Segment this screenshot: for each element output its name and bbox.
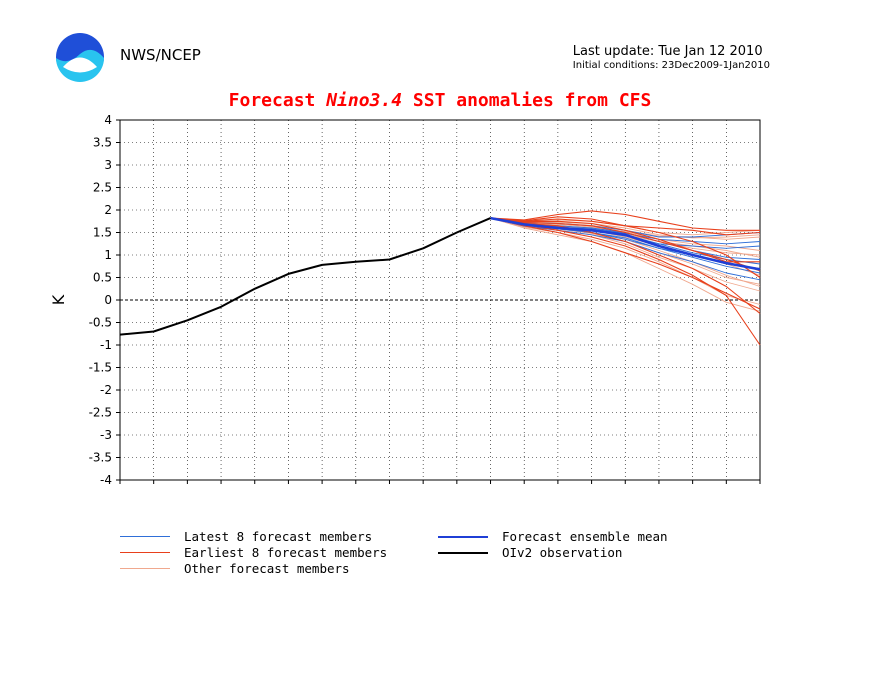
y-tick-label: 2.5 bbox=[93, 181, 112, 195]
noaa-logo-icon bbox=[56, 33, 104, 82]
legend-label: Forecast ensemble mean bbox=[502, 529, 668, 544]
legend-label: Other forecast members bbox=[184, 561, 350, 576]
y-tick-label: 0.5 bbox=[93, 271, 112, 285]
initial-conditions-text: Initial conditions: 23Dec2009-1Jan2010 bbox=[572, 60, 770, 71]
legend-label: OIv2 observation bbox=[502, 545, 623, 560]
update-info: Last update: Tue Jan 12 2010 Initial con… bbox=[573, 44, 770, 71]
earliest-member-line bbox=[490, 217, 761, 314]
last-update-text: Last update: Tue Jan 12 2010 bbox=[572, 44, 763, 59]
earliest-member-line bbox=[490, 216, 761, 236]
observation-line bbox=[119, 217, 491, 336]
legend-swatch bbox=[438, 535, 488, 538]
legend-label: Earliest 8 forecast members bbox=[184, 545, 388, 560]
legend-entry: Other forecast members bbox=[120, 561, 350, 576]
y-tick-label: -3 bbox=[100, 428, 112, 442]
y-tick-label: 3 bbox=[104, 158, 112, 172]
legend-swatch bbox=[120, 536, 170, 537]
y-tick-label: -4 bbox=[100, 473, 112, 487]
y-tick-label: 1.5 bbox=[93, 226, 112, 240]
org-label: NWS/NCEP bbox=[120, 46, 201, 64]
chart-title-prefix: Forecast bbox=[228, 90, 327, 111]
legend-entry: OIv2 observation bbox=[438, 545, 622, 560]
chart-title-italic: Nino3.4 bbox=[326, 90, 403, 111]
y-tick-label: 1 bbox=[104, 248, 112, 262]
legend-entry: Earliest 8 forecast members bbox=[120, 545, 387, 560]
y-tick-label: -1 bbox=[100, 338, 112, 352]
legend-swatch bbox=[120, 568, 170, 569]
chart-title-suffix: SST anomalies from CFS bbox=[402, 90, 652, 111]
legend-swatch bbox=[438, 551, 488, 554]
legend-label: Latest 8 forecast members bbox=[184, 529, 373, 544]
y-tick-label: 2 bbox=[104, 203, 112, 217]
y-tick-label: -3.5 bbox=[89, 451, 112, 465]
earliest-member-line bbox=[490, 217, 761, 310]
y-tick-label: -1.5 bbox=[89, 361, 112, 375]
other-member-line bbox=[490, 217, 761, 305]
legend-entry: Forecast ensemble mean bbox=[438, 529, 668, 544]
y-axis-label: K bbox=[49, 294, 68, 305]
legend-swatch bbox=[120, 552, 170, 553]
plot-frame bbox=[119, 119, 761, 481]
other-member-line bbox=[490, 217, 761, 239]
chart-title: Forecast Nino3.4 SST anomalies from CFS bbox=[0, 90, 880, 111]
y-tick-label: 3.5 bbox=[93, 136, 112, 150]
y-tick-label: -0.5 bbox=[89, 316, 112, 330]
earliest-member-line bbox=[490, 217, 761, 272]
y-tick-label: 0 bbox=[104, 293, 112, 307]
earliest-member-line bbox=[490, 217, 760, 263]
y-tick-label: 4 bbox=[104, 113, 112, 127]
legend-entry: Latest 8 forecast members bbox=[120, 529, 372, 544]
earliest-member-line bbox=[490, 210, 760, 231]
y-tick-label: -2.5 bbox=[89, 406, 112, 420]
y-tick-label: -2 bbox=[100, 383, 112, 397]
ensemble-mean-line bbox=[490, 216, 761, 271]
